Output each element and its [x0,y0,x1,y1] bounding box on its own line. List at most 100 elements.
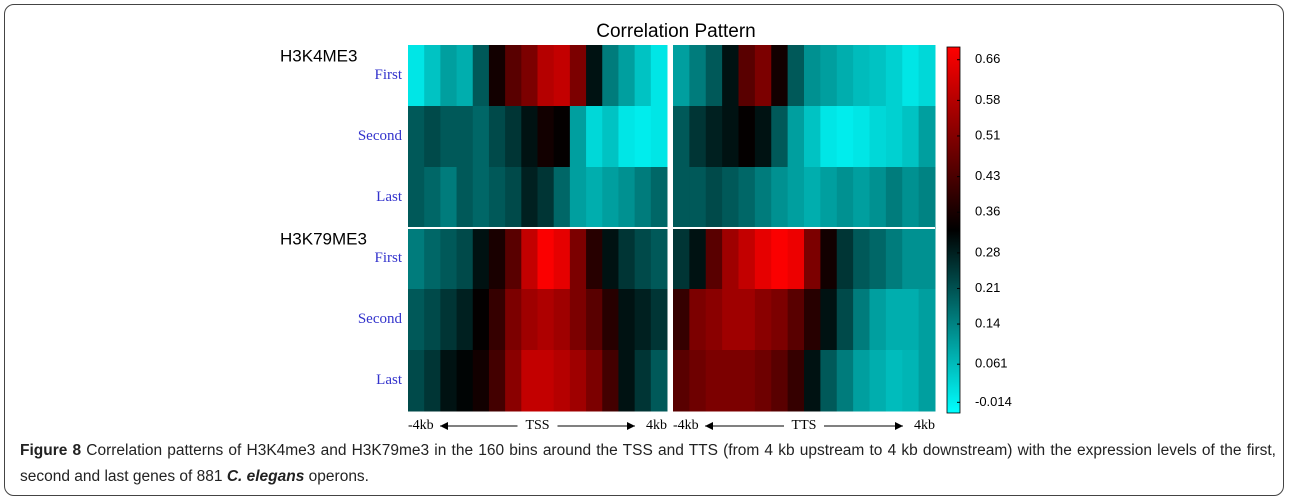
heatmap-cell [586,289,603,351]
heatmap-cell [488,45,506,107]
heatmap-cell [771,106,789,168]
heatmap-cell [722,167,739,229]
heatmap-cell [618,350,636,412]
caption-text: Correlation patterns of H3K4me3 and H3K7… [20,442,1276,485]
heatmap-cell [537,167,555,229]
colorbar-tick-label: 0.21 [975,280,1000,295]
heatmap-cell [705,350,723,412]
heatmap-cell [722,228,739,290]
colorbar-tick-label: 0.28 [975,244,1000,259]
heatmap-cell [689,167,707,229]
heatmap-cell [569,167,587,229]
heatmap-cell [853,45,870,107]
heatmap-cell [586,228,603,290]
heatmap-cell [553,350,571,412]
heatmap-cell [918,167,936,229]
heatmap-cell [650,167,668,229]
heatmap-cell [440,45,458,107]
heatmap-cell [602,106,619,168]
heatmap-cell [836,45,854,107]
heatmap-cell [488,350,506,412]
heatmap-cell [787,289,805,351]
heatmap-cell [569,228,587,290]
heatmap-cell [787,106,805,168]
heatmap-cell [408,350,425,412]
heatmap-cell [505,228,522,290]
heatmap-cell [902,228,920,290]
row-label: First [374,250,402,266]
heatmap-cell [705,167,723,229]
heatmap-cell [754,289,772,351]
heatmap-cell [456,106,474,168]
arrow-head [895,422,903,430]
row-label: First [374,67,402,83]
heatmap-cell [804,228,821,290]
heatmap-cell [836,106,854,168]
x-tick-label: 4kb [646,418,667,433]
heatmap-cell [650,228,668,290]
heatmap-cell [456,289,474,351]
heatmap-cell [754,167,772,229]
group-label: H3K79ME3 [280,229,367,248]
heatmap-cell [705,289,723,351]
heatmap-cell [408,228,425,290]
heatmap-cell [918,106,936,168]
heatmap-cell [586,167,603,229]
heatmap-cell [537,289,555,351]
arrow-head [627,422,635,430]
heatmap-cell [440,289,458,351]
heatmap-cell [820,167,838,229]
heatmap-cell [689,45,707,107]
heatmap-cell [634,350,652,412]
chart: Correlation Pattern -4kb TSS 4kb -4kb TTS 4kb… [280,21,1012,433]
row-label: Second [358,311,403,327]
heatmap-cell [472,289,490,351]
row-label: Last [376,189,403,205]
heatmap-cell [553,228,571,290]
heatmap-cell [853,167,870,229]
heatmap-cell [853,350,870,412]
heatmap-cell [553,106,571,168]
heatmap-cell [853,289,870,351]
heatmap-cell [820,289,838,351]
heatmap-cell [537,45,555,107]
heatmap-cell [885,167,903,229]
heatmap-cell [472,228,490,290]
heatmap-cell [456,45,474,107]
heatmap-cell [505,167,522,229]
colorbar-tick-label: 0.43 [975,168,1000,183]
heatmap-cell [472,106,490,168]
heatmap-cell [408,45,425,107]
heatmap-cell [918,289,936,351]
caption-label: Figure 8 [20,442,82,459]
heatmap-cell [521,45,538,107]
heatmap-cell [586,106,603,168]
heatmap-cell [424,228,441,290]
x-tick-label: -4kb [673,418,699,433]
heatmap-cell [885,228,903,290]
heatmap-cell [771,289,789,351]
colorbar-tick-label: 0.061 [975,356,1008,371]
colorbar-tick-label: 0.14 [975,315,1000,330]
heatmap-cell [738,289,756,351]
heatmap-cell [885,350,903,412]
heatmap-cell [488,228,506,290]
heatmap-cell [804,350,821,412]
heatmap-cell [472,350,490,412]
heatmap-cell [804,106,821,168]
heatmap-cell [885,106,903,168]
heatmap-cell [569,106,587,168]
heatmap-cell [424,289,441,351]
heatmap-cell [853,106,870,168]
heatmap-cell [836,289,854,351]
heatmap-cell [738,228,756,290]
heatmap-cell [424,350,441,412]
heatmap-cell [505,45,522,107]
heatmap-cell [902,106,920,168]
heatmap-cell [537,228,555,290]
heatmap-cell [456,228,474,290]
heatmap-cell [918,228,936,290]
heatmap-cell [705,228,723,290]
heatmap-cell [521,106,538,168]
